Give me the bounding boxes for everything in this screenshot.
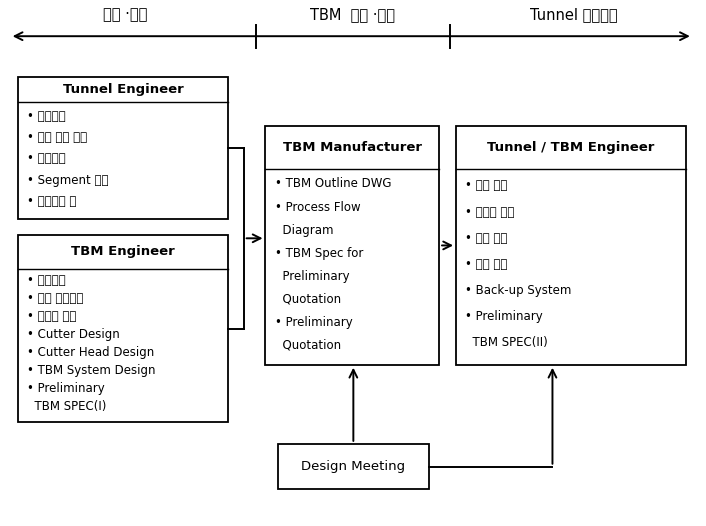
Text: • 터널 설계: • 터널 설계: [465, 179, 508, 193]
Text: • 방재 설계: • 방재 설계: [465, 232, 508, 245]
Text: Quotation: Quotation: [275, 339, 341, 352]
Text: • 노선계획: • 노선계획: [28, 110, 66, 123]
Text: TBM SPEC(I): TBM SPEC(I): [28, 400, 107, 413]
Text: Tunnel 기본설계: Tunnel 기본설계: [530, 7, 618, 22]
Text: • TBM System Design: • TBM System Design: [28, 364, 156, 377]
Bar: [18, 77, 228, 219]
Text: Tunnel Engineer: Tunnel Engineer: [63, 83, 184, 96]
Text: • Segment 계획: • Segment 계획: [28, 174, 109, 187]
Text: • 방재계획 등: • 방재계획 등: [28, 195, 77, 208]
Text: TBM Manufacturer: TBM Manufacturer: [283, 141, 421, 154]
Text: • 전기 설계: • 전기 설계: [465, 258, 508, 271]
Text: Tunnel / TBM Engineer: Tunnel / TBM Engineer: [487, 141, 654, 154]
Bar: [265, 126, 439, 365]
Text: • Process Flow: • Process Flow: [275, 200, 360, 214]
Text: TBM Engineer: TBM Engineer: [71, 246, 175, 258]
Text: • Preliminary: • Preliminary: [275, 316, 352, 329]
Text: • Preliminary: • Preliminary: [28, 382, 105, 395]
Text: TBM SPEC(II): TBM SPEC(II): [465, 336, 548, 349]
Text: Diagram: Diagram: [275, 224, 333, 237]
Text: Design Meeting: Design Meeting: [301, 460, 405, 473]
Text: 기획 ·조사: 기획 ·조사: [103, 7, 148, 22]
Text: • TBM Spec for: • TBM Spec for: [275, 247, 363, 260]
Bar: [278, 444, 429, 490]
Text: • Back-up System: • Back-up System: [465, 284, 571, 297]
Text: • 굴진율 예측: • 굴진율 예측: [28, 310, 77, 323]
Text: • 터널 단면 계획: • 터널 단면 계획: [28, 131, 88, 144]
Text: • Cutter Head Design: • Cutter Head Design: [28, 346, 155, 359]
Text: • 암석 절삭시험: • 암석 절삭시험: [28, 292, 84, 305]
Text: Quotation: Quotation: [275, 292, 341, 306]
Text: • 지반조사: • 지반조사: [28, 274, 66, 287]
Text: • 지반조사: • 지반조사: [28, 153, 66, 165]
Bar: [18, 235, 228, 422]
Text: • Cutter Design: • Cutter Design: [28, 328, 120, 341]
Text: • 구조물 설계: • 구조물 설계: [465, 206, 515, 219]
Bar: [456, 126, 686, 365]
Text: Preliminary: Preliminary: [275, 270, 349, 282]
Text: TBM  장비 ·설계: TBM 장비 ·설계: [311, 7, 395, 22]
Text: • Preliminary: • Preliminary: [465, 310, 543, 323]
Text: • TBM Outline DWG: • TBM Outline DWG: [275, 177, 391, 190]
